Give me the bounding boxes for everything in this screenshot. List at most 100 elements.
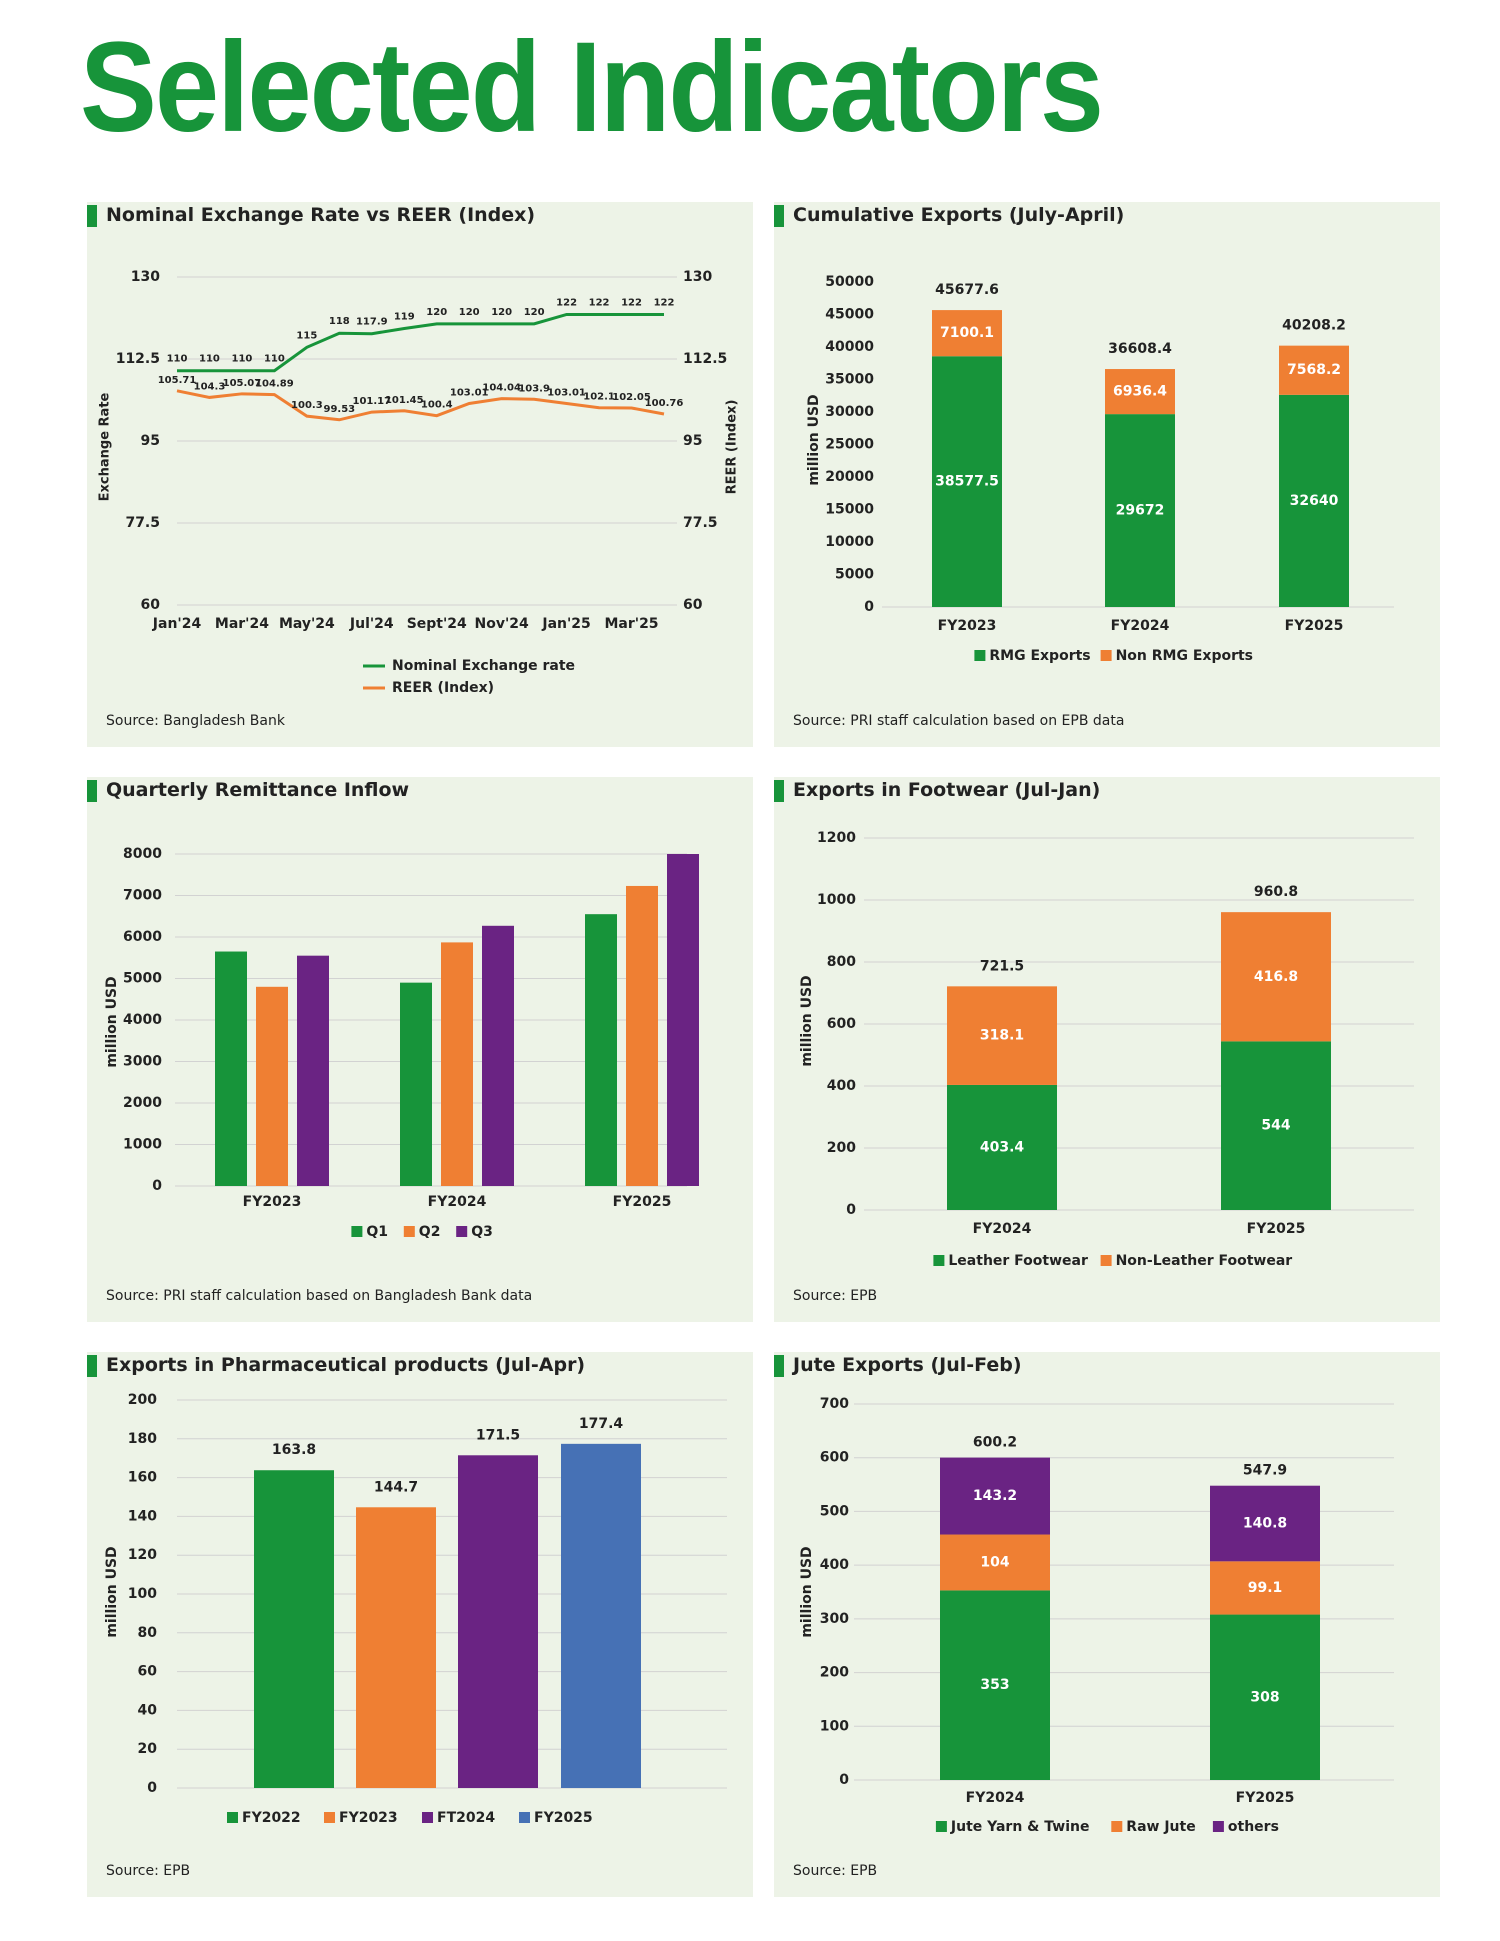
data-label: 102.05: [612, 392, 651, 403]
y-tick-label: 2000: [123, 1095, 162, 1111]
x-tick-label: FY2025: [1236, 1790, 1295, 1806]
y-tick-label: 500: [820, 1503, 849, 1519]
legend-swatch: [1212, 1821, 1224, 1832]
x-tick-label: FY2025: [613, 1194, 672, 1210]
chart-panel-exchange-rate: Nominal Exchange Rate vs REER (Index) 13…: [87, 202, 753, 747]
bar-q1: [215, 951, 247, 1186]
legend-label: Raw Jute: [1126, 1819, 1195, 1835]
legend-label: FY2025: [534, 1810, 593, 1826]
y-tick-label: 60: [141, 597, 161, 613]
y-tick-label: 0: [147, 1780, 157, 1796]
bar-segment: [932, 310, 1002, 357]
chart-source: Source: EPB: [793, 1288, 878, 1304]
chart-source: Source: EPB: [793, 1863, 878, 1879]
y-tick-label: 0: [839, 1772, 849, 1788]
bar-q2: [441, 942, 473, 1186]
chart-title: Exports in Footwear (Jul-Jan): [793, 779, 1101, 801]
remittance-chart: 0 1000 2000 3000 4000 5000 6000 7000 8000 million…: [104, 846, 699, 1240]
legend-swatch: [519, 1812, 530, 1823]
data-label: 103.9: [518, 383, 550, 394]
bar-value-label: 171.5: [476, 1427, 520, 1443]
y-tick-label: 10000: [825, 534, 874, 550]
data-label: 101.45: [385, 395, 424, 406]
y-tick-label: 120: [128, 1547, 157, 1563]
legend-label: others: [1228, 1819, 1279, 1835]
bar-segment: [1105, 414, 1175, 607]
y-tick-label: 100: [820, 1718, 849, 1734]
legend-label: FT2024: [437, 1810, 495, 1826]
panel-marker: [774, 780, 784, 802]
y-tick-label: 35000: [825, 372, 874, 388]
legend-swatch: [1100, 650, 1112, 661]
data-label: 110: [231, 354, 252, 365]
legend-swatch: [227, 1812, 238, 1823]
bar-segment: [1105, 369, 1175, 415]
data-label: 102.1: [583, 392, 615, 403]
bar-segment: [1210, 1485, 1320, 1562]
legend-label: Non RMG Exports: [1116, 648, 1253, 664]
bar-segment: [932, 356, 1002, 607]
y-tick-label: 30000: [825, 404, 874, 420]
chart-source: Source: PRI staff calculation based on E…: [793, 713, 1125, 729]
panel-marker: [774, 205, 784, 227]
chart-title: Quarterly Remittance Inflow: [106, 779, 410, 801]
y-tick-label: 600: [827, 1016, 856, 1032]
y-tick-label: 100: [128, 1586, 157, 1602]
pharma-chart: 0 20 40 60 80 100 120 140 160 180 200 million USD 16…: [104, 1392, 727, 1826]
bar-q3: [667, 854, 699, 1186]
x-tick-label: Jan'24: [152, 616, 202, 632]
x-tick-label: May'24: [279, 616, 335, 632]
bar-fy2023: [356, 1507, 436, 1788]
chart-title: Jute Exports (Jul-Feb): [793, 1354, 1022, 1376]
data-label: 118: [329, 316, 350, 327]
legend-swatch: [1111, 1821, 1123, 1832]
y-axis-label: Exchange Rate: [98, 392, 113, 501]
y-tick-label: 40: [138, 1702, 158, 1718]
data-label: 120: [524, 307, 545, 318]
y-tick-label: 300: [820, 1611, 849, 1627]
bar-total-label: 36608.4: [1108, 341, 1172, 357]
legend-label: RMG Exports: [989, 648, 1090, 664]
bar-value-label: 163.8: [272, 1442, 316, 1458]
x-tick-label: FY2024: [1111, 618, 1170, 634]
y-tick-label: 20000: [825, 469, 874, 485]
footwear-chart: 0 200 400 600 800 1000 1200 million USD 403.4 318…: [799, 830, 1414, 1269]
y-tick-label: 8000: [123, 846, 162, 862]
legend-label: Q2: [419, 1224, 441, 1240]
jute-chart: 0 100 200 300 400 500 600 700 million USD 353 104 1…: [799, 1396, 1394, 1835]
y-tick-label: 400: [827, 1078, 856, 1094]
legend-swatch: [351, 1226, 363, 1237]
bar-value-label: 38577.5: [935, 474, 999, 490]
legend-label: Nominal Exchange rate: [392, 658, 575, 674]
bar-q2: [256, 986, 288, 1186]
legend-label: Jute Yarn & Twine: [950, 1819, 1090, 1835]
chart-panel-remittance: Quarterly Remittance Inflow 0 1000 2000 300…: [87, 777, 753, 1322]
x-tick-label: Sept'24: [407, 616, 467, 632]
bar-value-label: 29672: [1116, 503, 1165, 519]
data-label: 104.04: [482, 383, 521, 394]
y-tick-label: 95: [141, 433, 160, 449]
data-label: 100.76: [645, 398, 684, 409]
legend-label: Q1: [366, 1224, 388, 1240]
panel-marker: [87, 780, 97, 802]
y-tick-label: 140: [128, 1508, 157, 1524]
bar-segment: [947, 1084, 1057, 1210]
data-label: 115: [296, 330, 317, 341]
data-label: 110: [167, 354, 188, 365]
y-tick-label: 15000: [825, 502, 874, 518]
bar-value-label: 143.2: [973, 1488, 1017, 1504]
x-tick-label: Mar'24: [215, 616, 269, 632]
data-label: 103.01: [547, 387, 586, 398]
series-line-reer: [176, 389, 665, 422]
data-label: 101.17: [353, 396, 392, 407]
legend-swatch: [974, 650, 986, 661]
bar-segment: [1221, 1041, 1331, 1210]
data-label: 110: [264, 354, 285, 365]
x-tick-label: FY2025: [1247, 1221, 1306, 1237]
bar-value-label: 318.1: [980, 1028, 1024, 1044]
y-tick-label: 0: [846, 1202, 856, 1218]
data-label: 99.53: [324, 404, 356, 415]
legend-swatch: [422, 1812, 433, 1823]
bar-value-label: 177.4: [579, 1416, 624, 1432]
panel-marker: [87, 1355, 97, 1377]
